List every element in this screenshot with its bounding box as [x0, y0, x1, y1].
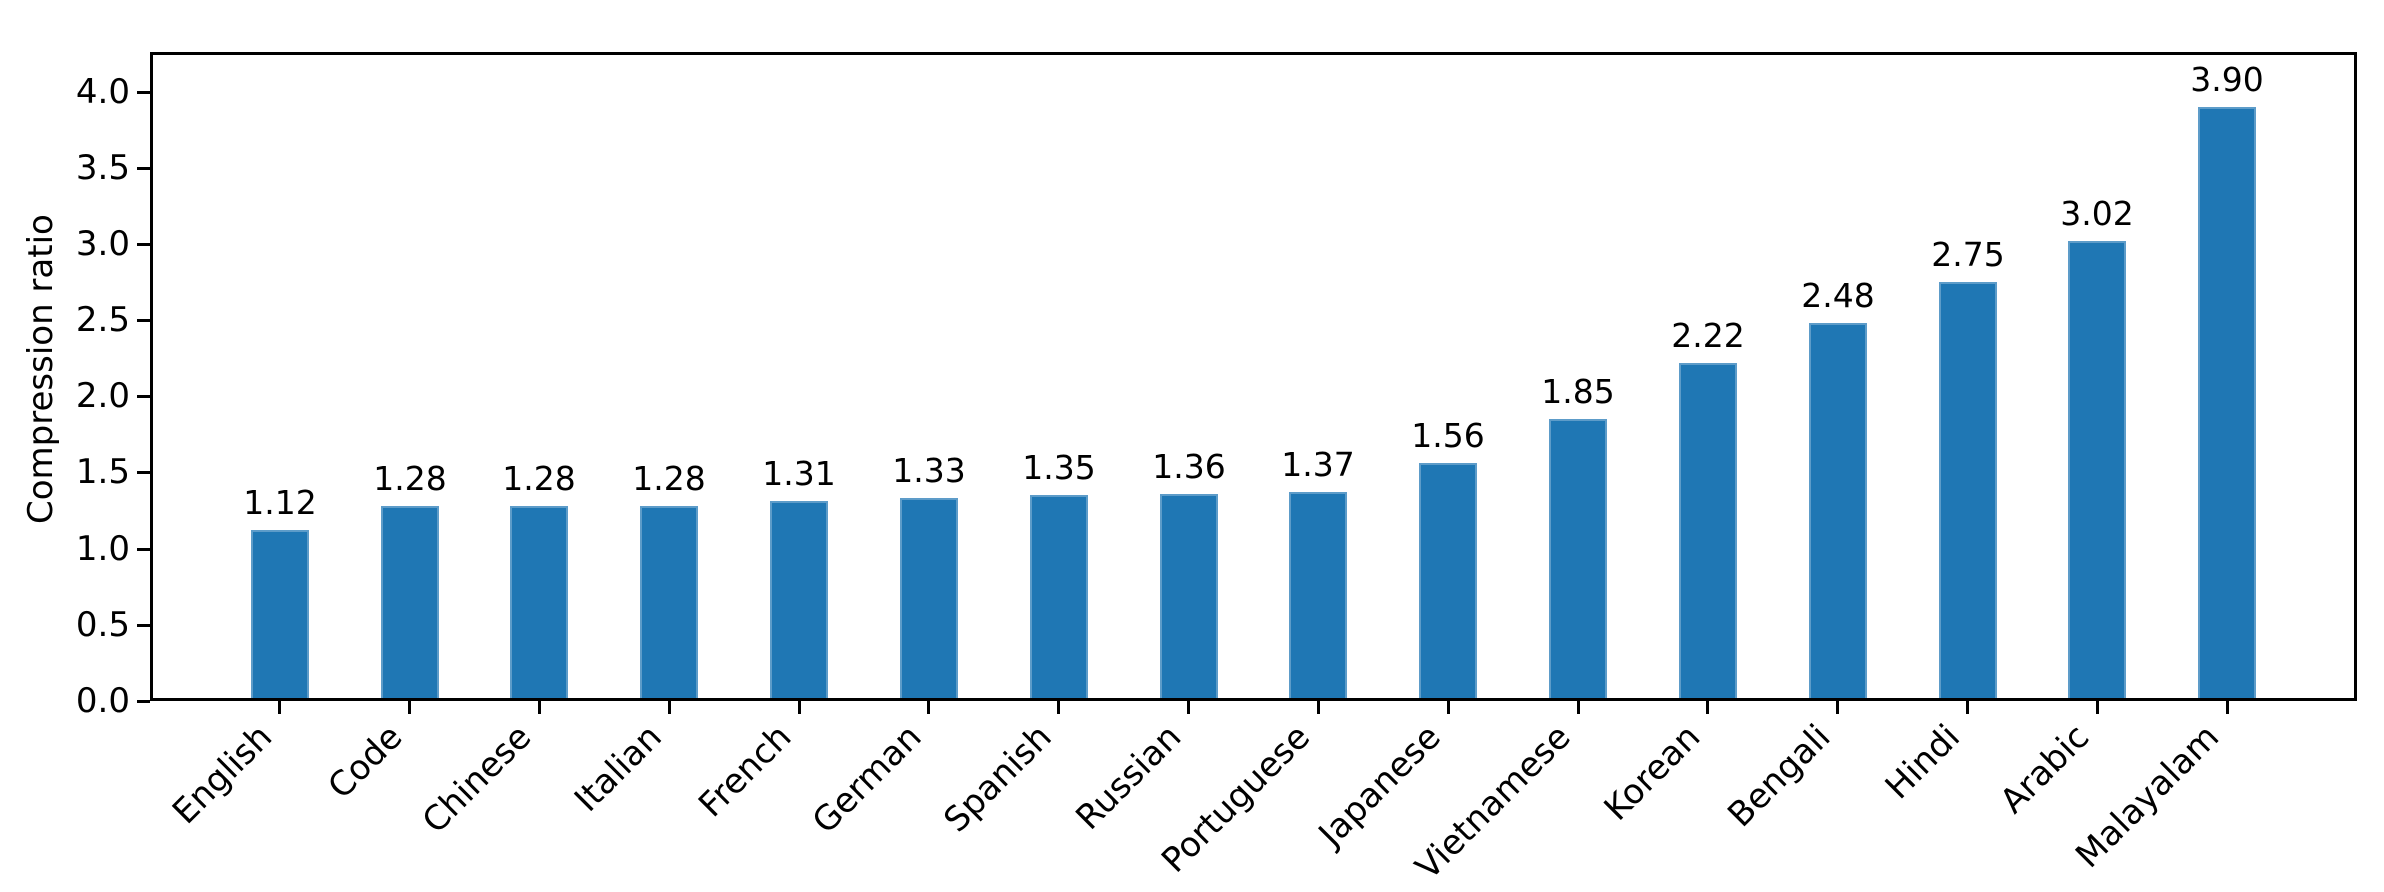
x-axis-tick-label-spanish: Spanish	[936, 717, 1060, 841]
x-axis-tick-italian	[668, 701, 671, 714]
y-axis-tick-label-3.5: 3.5	[75, 148, 130, 188]
x-axis-tick-malayalam	[2226, 701, 2229, 714]
y-axis-tick-label-0.0: 0.0	[75, 681, 130, 721]
y-axis-tick-0.5	[137, 624, 150, 627]
bar-value-label-italian: 1.28	[632, 459, 706, 498]
bar-code	[381, 506, 439, 701]
bar-italian	[640, 506, 698, 701]
x-axis-tick-label-italian: Italian	[566, 717, 670, 820]
bars-layer: 1.12 1.28 1.28 1.28 1.31 1.33 1.35 1.36 1.37 1.56…	[150, 52, 2357, 701]
y-axis-tick-0.0	[137, 700, 150, 703]
bar-arabic	[2068, 241, 2126, 701]
x-axis-tick-label-hindi: Hindi	[1878, 717, 1969, 808]
x-axis-tick-label-chinese: Chinese	[414, 717, 540, 842]
bar-vietnamese	[1549, 419, 1607, 701]
x-axis-tick-bengali	[1836, 701, 1839, 714]
x-axis-tick-chinese	[538, 701, 541, 714]
x-axis-tick-label-japanese: Japanese	[1310, 717, 1449, 855]
x-axis-tick-french	[798, 701, 801, 714]
bar-value-label-vietnamese: 1.85	[1541, 372, 1615, 411]
bar-value-label-chinese: 1.28	[502, 459, 576, 498]
x-axis-tick-korean	[1706, 701, 1709, 714]
bar-value-label-german: 1.33	[892, 451, 966, 490]
y-axis-tick-1.0	[137, 548, 150, 551]
x-axis-tick-japanese	[1447, 701, 1450, 714]
bar-japanese	[1419, 463, 1477, 701]
y-axis-tick-4.0	[137, 91, 150, 94]
x-axis-tick-label-bengali: Bengali	[1720, 717, 1839, 836]
y-axis-tick-label-2.5: 2.5	[75, 300, 130, 340]
bar-value-label-portuguese: 1.37	[1281, 445, 1355, 484]
x-axis-tick-code	[408, 701, 411, 714]
x-axis-tick-label-french: French	[691, 717, 800, 826]
bar-value-label-russian: 1.36	[1152, 447, 1226, 486]
y-axis-tick-3.5	[137, 167, 150, 170]
x-axis-tick-label-german: German	[804, 717, 930, 842]
bar-malayalam	[2198, 107, 2256, 701]
x-axis-tick-label-arabic: Arabic	[1992, 717, 2098, 822]
y-axis-tick-label-3.0: 3.0	[75, 224, 130, 264]
bar-value-label-bengali: 2.48	[1801, 276, 1875, 315]
bar-value-label-french: 1.31	[762, 454, 836, 493]
bar-value-label-code: 1.28	[373, 459, 447, 498]
bar-value-label-arabic: 3.02	[2060, 194, 2134, 233]
bar-value-label-malayalam: 3.90	[2190, 60, 2264, 99]
y-axis-tick-label-2.0: 2.0	[75, 376, 130, 416]
x-axis-tick-label-code: Code	[320, 717, 411, 807]
x-axis-tick-spanish	[1057, 701, 1060, 714]
bar-korean	[1679, 363, 1737, 701]
bar-german	[900, 498, 958, 701]
x-axis-tick-vietnamese	[1577, 701, 1580, 714]
y-axis-tick-label-0.5: 0.5	[75, 605, 130, 645]
bar-portuguese	[1289, 492, 1347, 701]
y-axis-tick-2.5	[137, 319, 150, 322]
bar-chinese	[510, 506, 568, 701]
x-axis-tick-portuguese	[1317, 701, 1320, 714]
bar-value-label-hindi: 2.75	[1931, 235, 2005, 274]
x-axis-tick-label-korean: Korean	[1596, 717, 1709, 829]
y-axis-tick-2.0	[137, 395, 150, 398]
bar-english	[251, 530, 309, 701]
x-axis-tick-hindi	[1966, 701, 1969, 714]
y-axis-tick-label-4.0: 4.0	[75, 72, 130, 112]
x-axis-tick-russian	[1187, 701, 1190, 714]
bar-russian	[1160, 494, 1218, 701]
y-axis-tick-3.0	[137, 243, 150, 246]
bar-value-label-japanese: 1.56	[1411, 416, 1485, 455]
x-axis-tick-german	[927, 701, 930, 714]
bar-hindi	[1939, 282, 1997, 701]
bar-bengali	[1809, 323, 1867, 701]
bar-french	[770, 501, 828, 701]
y-axis-tick-label-1.5: 1.5	[75, 452, 130, 492]
x-axis-tick-label-russian: Russian	[1068, 717, 1190, 838]
x-axis-tick-english	[278, 701, 281, 714]
bar-value-label-english: 1.12	[243, 483, 317, 522]
x-axis-tick-label-english: English	[165, 717, 281, 833]
y-axis-tick-1.5	[137, 471, 150, 474]
bar-value-label-spanish: 1.35	[1022, 448, 1096, 487]
x-axis-tick-arabic	[2096, 701, 2099, 714]
bar-value-label-korean: 2.22	[1671, 316, 1745, 355]
y-axis-tick-label-1.0: 1.0	[75, 529, 130, 569]
bar-spanish	[1030, 495, 1088, 701]
